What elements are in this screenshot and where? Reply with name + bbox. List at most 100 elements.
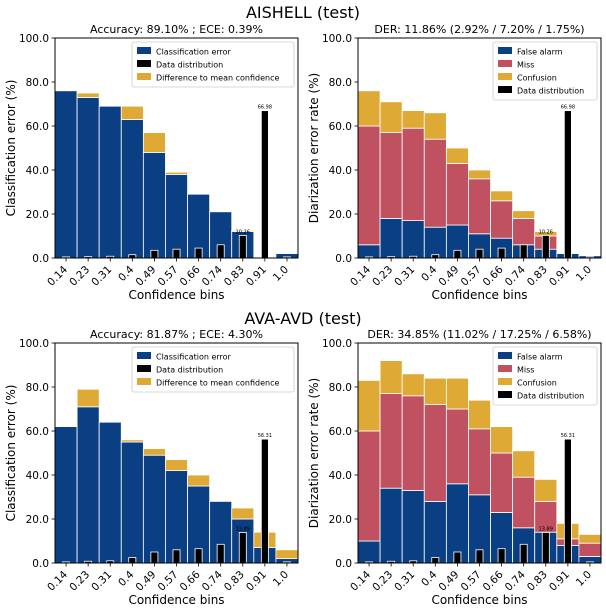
- x-axis-label: Confidence bins: [431, 288, 527, 302]
- x-tick-label: 1.0: [271, 264, 291, 284]
- y-tick-label: 0.0: [32, 558, 49, 570]
- bar-difference-to-mean-confidence: [231, 507, 255, 520]
- data-label: 13.89: [539, 526, 553, 532]
- bar-confusion: [445, 147, 469, 164]
- bar-confusion: [357, 90, 381, 127]
- bar-difference-to-mean-confidence: [120, 105, 144, 120]
- legend-label: False alarm: [517, 48, 563, 57]
- bar-data-distribution: [172, 549, 181, 564]
- x-axis-label: Confidence bins: [128, 593, 224, 607]
- x-tick-label: 0.49: [134, 569, 159, 594]
- legend-box: [131, 346, 295, 393]
- bar-difference-to-mean-confidence: [76, 388, 100, 408]
- chart-legend: False alarm Miss Confusion Data distributio…: [492, 346, 598, 406]
- y-tick-label: 80.0: [329, 382, 352, 394]
- bar-data-distribution: [475, 549, 484, 564]
- y-tick-label: 20.0: [329, 209, 352, 221]
- data-label: 10.26: [236, 229, 250, 235]
- x-tick-label: 0.66: [178, 263, 203, 288]
- legend-label: Data distribution: [156, 61, 223, 70]
- bar-data-distribution: [519, 244, 528, 259]
- legend-label: False alarm: [517, 353, 563, 362]
- data-label: 56.31: [561, 433, 575, 439]
- bar-classification-error: [120, 441, 144, 564]
- bar-confusion: [534, 478, 558, 502]
- x-tick-label: 0.66: [178, 568, 203, 593]
- x-tick-label: 1.0: [574, 264, 594, 284]
- legend-label: Difference to mean confidence: [156, 379, 279, 388]
- chart-panel-1: Accuracy: 89.10% ; ECE: 0.39% 10.26 66.98 0…: [4, 23, 299, 302]
- data-label: 56.31: [258, 433, 272, 439]
- bar-data-distribution: [475, 248, 484, 259]
- bar-false-alarm: [357, 540, 381, 564]
- bar-classification-error: [54, 90, 78, 259]
- bar-classification-error: [142, 454, 166, 564]
- legend-swatch: [137, 60, 151, 67]
- bar-difference-to-mean-confidence: [231, 230, 255, 232]
- y-tick-label: 20.0: [26, 209, 49, 221]
- legend-swatch: [137, 73, 151, 80]
- bar-miss: [379, 132, 403, 219]
- bar-data-distribution: [216, 244, 225, 259]
- bar-data-distribution: [150, 249, 159, 259]
- x-tick-label: 0.57: [459, 569, 484, 594]
- bar-classification-error: [98, 105, 122, 259]
- row-title-aishell: AISHELL (test): [246, 3, 360, 22]
- bar-difference-to-mean-confidence: [275, 549, 299, 559]
- bar-miss: [512, 476, 536, 529]
- bar-confusion: [578, 534, 602, 544]
- x-tick-label: 0.91: [244, 264, 269, 289]
- x-tick-label: 0.31: [89, 569, 114, 594]
- x-tick-label: 0.91: [547, 569, 572, 594]
- bar-miss: [468, 428, 491, 496]
- bar-miss: [423, 404, 447, 502]
- legend-swatch: [498, 60, 512, 67]
- x-tick-label: 0.74: [200, 263, 225, 288]
- bar-data-distribution: [563, 438, 572, 564]
- bar-miss: [578, 542, 602, 557]
- bar-confusion: [468, 399, 491, 430]
- y-tick-label: 100.0: [322, 338, 352, 350]
- legend-swatch: [137, 378, 151, 385]
- bar-classification-error: [76, 97, 100, 259]
- bar-false-alarm: [423, 226, 447, 259]
- bar-difference-to-mean-confidence: [165, 459, 188, 472]
- legend-swatch: [498, 47, 512, 54]
- y-tick-label: 0.0: [32, 253, 49, 265]
- bar-data-distribution: [541, 532, 550, 564]
- x-axis-label: Confidence bins: [431, 593, 527, 607]
- bar-miss: [423, 138, 447, 228]
- legend-label: Classification error: [156, 48, 232, 57]
- legend-swatch: [498, 352, 512, 359]
- y-tick-label: 20.0: [26, 514, 49, 526]
- chart-panel-4: DER: 34.85% (11.02% / 17.25% / 6.58%) 13.…: [307, 328, 602, 607]
- bar-miss: [512, 217, 536, 246]
- bar-difference-to-mean-confidence: [165, 171, 188, 175]
- bar-confusion: [423, 112, 447, 140]
- y-tick-label: 0.0: [335, 253, 352, 265]
- bar-difference-to-mean-confidence: [76, 92, 100, 98]
- x-tick-label: 0.66: [481, 263, 506, 288]
- bar-false-alarm: [379, 217, 403, 259]
- bar-confusion: [490, 426, 514, 454]
- data-label: 13.89: [236, 526, 250, 532]
- legend-swatch: [137, 352, 151, 359]
- bar-false-alarm: [445, 483, 469, 564]
- x-tick-label: 0.31: [392, 569, 417, 594]
- x-tick-label: 0.66: [481, 568, 506, 593]
- bar-classification-error: [165, 173, 188, 259]
- y-tick-label: 20.0: [329, 514, 352, 526]
- bar-classification-error: [120, 119, 144, 259]
- data-label: 10.26: [539, 229, 553, 235]
- bar-confusion: [379, 360, 403, 395]
- legend-box: [492, 346, 598, 406]
- x-tick-label: 0.31: [89, 264, 114, 289]
- y-tick-label: 100.0: [19, 338, 49, 350]
- bar-data-distribution: [238, 532, 247, 564]
- y-tick-label: 40.0: [26, 165, 49, 177]
- x-tick-label: 0.49: [437, 264, 462, 289]
- bar-miss: [490, 452, 514, 513]
- chart-title: DER: 11.86% (2.92% / 7.20% / 1.75%): [374, 23, 584, 36]
- bar-false-alarm: [401, 489, 425, 564]
- bar-data-distribution: [150, 551, 159, 564]
